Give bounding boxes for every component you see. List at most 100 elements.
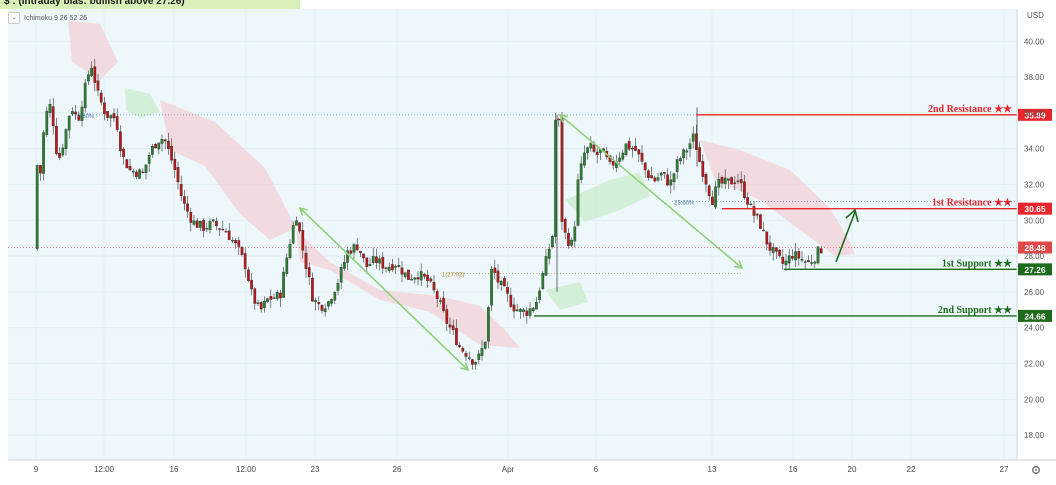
- candle-body: [83, 82, 87, 109]
- candle-body: [528, 308, 532, 316]
- candle-body: [675, 159, 679, 173]
- candle-body: [208, 221, 212, 231]
- candle-body: [451, 325, 455, 330]
- candle-body: [515, 309, 519, 312]
- candle-body: [51, 106, 55, 127]
- candle-body: [295, 220, 298, 226]
- candle-body: [544, 256, 548, 276]
- candle-body: [547, 248, 551, 259]
- candle-body: [304, 252, 308, 269]
- arrow-head: [558, 113, 569, 123]
- candle-body: [64, 129, 68, 149]
- projection-arrow: [835, 208, 859, 263]
- candle-body: [477, 353, 481, 360]
- candle-body: [522, 309, 525, 312]
- candle-body: [352, 244, 356, 253]
- candle-body: [61, 147, 65, 156]
- x-tick-label: 27: [1000, 465, 1009, 474]
- candle-body: [592, 144, 596, 152]
- price-axis: 40.00 38.00 36.00 34.00 32.00 30.00 28.00 26.00…: [1024, 37, 1045, 440]
- candle-body: [679, 158, 682, 162]
- candle-body: [490, 269, 493, 306]
- candle-body: [707, 185, 711, 197]
- candle-body: [282, 271, 285, 298]
- candle-body: [720, 177, 724, 184]
- candle-body: [474, 362, 477, 365]
- chevron-down-icon[interactable]: ⌄: [8, 12, 20, 24]
- candle-body: [250, 279, 253, 290]
- candle-body: [167, 140, 170, 149]
- candle-body: [669, 179, 673, 186]
- gear-icon[interactable]: [1032, 466, 1040, 474]
- candle-body: [55, 126, 58, 154]
- candle-body: [375, 256, 378, 263]
- x-tick-label: 16: [170, 465, 179, 474]
- current-price-badge: [1018, 241, 1052, 254]
- trend-arrow-march: [298, 206, 470, 372]
- candle-body: [493, 267, 497, 273]
- candle-body: [269, 296, 273, 300]
- candle-body: [256, 302, 260, 304]
- arrow-shaft: [559, 114, 743, 269]
- candle-body: [333, 292, 337, 301]
- candle-body: [359, 251, 362, 254]
- banner-text: $ : (Intraday bias: bullish above 27.26): [4, 0, 185, 7]
- candle-body: [35, 165, 39, 249]
- candle-body: [467, 357, 471, 359]
- candle-body: [538, 290, 541, 300]
- cloud-red: [700, 140, 855, 256]
- candle-body: [218, 228, 221, 230]
- fib-label-236: 23.60%: [674, 200, 695, 206]
- candle-body: [285, 257, 289, 274]
- candle-body: [90, 67, 93, 77]
- candle-body: [480, 348, 484, 356]
- candle-body: [387, 266, 391, 271]
- candle-body: [627, 141, 631, 150]
- candle-body: [131, 170, 135, 173]
- candle-body: [663, 172, 666, 174]
- candle-body: [413, 277, 417, 280]
- candle-body: [119, 131, 122, 152]
- arrow-head: [733, 260, 744, 270]
- level-price-value: 30.65: [1024, 204, 1046, 214]
- candle-body: [298, 222, 301, 232]
- candle-body: [215, 220, 218, 227]
- candle-body: [698, 147, 701, 162]
- candle-body: [595, 151, 599, 156]
- cloud-red: [68, 20, 118, 80]
- candle-body: [96, 80, 100, 91]
- candle-body: [205, 228, 209, 230]
- candle-body: [170, 146, 173, 161]
- candle-body: [263, 301, 266, 308]
- candle-body: [499, 280, 503, 286]
- projection-shaft: [835, 211, 856, 263]
- fib-label-ext: 1(27.02): [442, 273, 464, 279]
- candle-body: [58, 153, 61, 158]
- candle-body: [74, 111, 77, 115]
- trend-arrow-april: [558, 113, 744, 270]
- candle-body: [560, 117, 564, 222]
- candle-body: [106, 111, 109, 118]
- candle-body: [391, 264, 394, 271]
- y-tick-label: 34.00: [1024, 145, 1045, 154]
- candle-body: [791, 256, 794, 259]
- candle-body: [589, 143, 593, 149]
- candle-body: [541, 272, 545, 289]
- candle-body: [160, 139, 164, 144]
- candle-body: [397, 265, 401, 267]
- candle-body: [781, 256, 785, 264]
- indicator-legend[interactable]: ⌄ Ichimoku 9 26 52 26: [8, 12, 87, 24]
- candle-body: [695, 133, 698, 150]
- level-label: 2nd Resistance ★★: [928, 104, 1012, 115]
- candle-body: [147, 155, 151, 164]
- candle-body: [67, 115, 71, 131]
- candle-body: [410, 279, 413, 281]
- x-tick-label: 16: [789, 465, 798, 474]
- candle-body: [231, 240, 234, 242]
- projection-head: [845, 208, 859, 223]
- candle-body: [365, 257, 369, 267]
- candle-body: [195, 220, 199, 228]
- candle-body: [247, 269, 250, 281]
- candle-body: [765, 231, 769, 245]
